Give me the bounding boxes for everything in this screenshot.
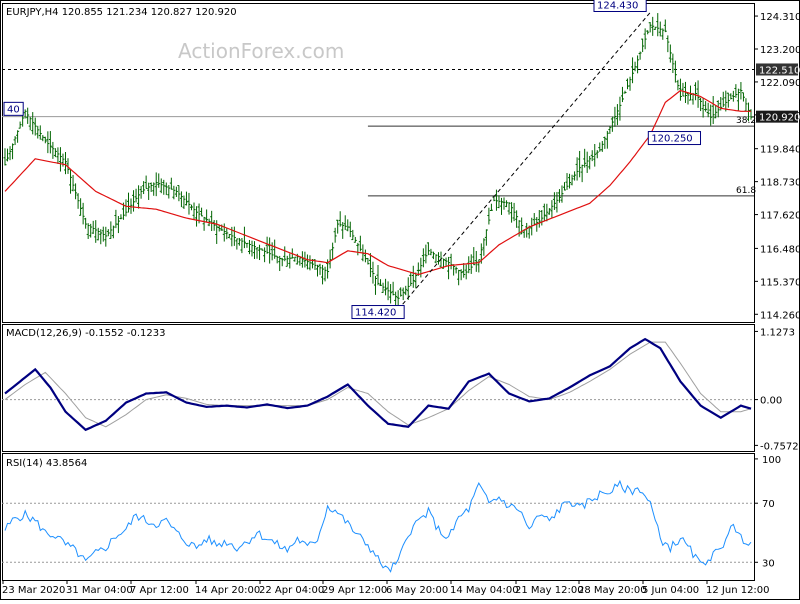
price-tick-label: 114.260: [760, 310, 800, 321]
x-tick-label: 22 Apr 04:00: [259, 585, 324, 596]
price-tick-label: 123.200: [760, 45, 800, 56]
x-tick-label: 28 May 20:00: [578, 585, 647, 596]
x-tick-label: 21 May 12:00: [515, 585, 584, 596]
x-tick-label: 6 May 20:00: [386, 585, 448, 596]
x-tick-label: 5 Jun 04:00: [642, 585, 699, 596]
fib-label: 38.2: [736, 116, 756, 126]
price-annotation-box: [351, 305, 405, 320]
price-panel-header: EURJPY,H4 120.855 121.234 120.827 120.92…: [6, 7, 237, 18]
level-tag-bg: [756, 63, 798, 76]
x-tick-label: 31 Mar 04:00: [66, 585, 133, 596]
rsi-line: [4, 479, 752, 573]
x-tick-label: 23 Mar 2020: [2, 585, 65, 596]
panel-frame-1: [2, 324, 755, 452]
current-price-tag-bg: [756, 110, 798, 123]
current-price-tag-label: 120.920: [759, 113, 800, 124]
price-annotation-label: 120.250: [651, 134, 692, 145]
price-tick-label: 124.310: [760, 12, 800, 23]
x-tick-label: 29 Apr 12:00: [322, 585, 387, 596]
macd-tick-label: 0.00: [760, 396, 782, 407]
x-tick-label: 12 Jun 12:00: [706, 585, 770, 596]
panel-frame-2: [2, 453, 755, 581]
watermark: ActionForex.com: [178, 39, 344, 63]
macd-line: [4, 337, 752, 432]
price-annotation-label: 40: [7, 104, 20, 115]
panel-frame-0: [2, 3, 755, 323]
price-annotation-box: [647, 131, 702, 146]
x-tick-label: 14 May 04:00: [450, 585, 519, 596]
fib-label: 61.8: [736, 186, 756, 196]
sma-line: [4, 89, 751, 276]
price-tick-label: 122.090: [760, 78, 800, 89]
price-annotation-label: 114.420: [355, 308, 396, 319]
price-tick-label: 118.730: [760, 178, 800, 189]
x-tick-label: 7 Apr 12:00: [130, 585, 189, 596]
macd-tick-label: 1.1273: [760, 327, 795, 338]
price-tick-label: 116.480: [760, 244, 800, 255]
price-annotation-box: [593, 0, 647, 12]
price-annotation-box: [3, 101, 24, 116]
price-annotation-label: 124.430: [597, 0, 638, 11]
rsi-tick-label: 70: [762, 499, 775, 510]
macd-panel-header: MACD(12,26,9) -0.1552 -0.1233: [6, 328, 166, 339]
macd-signal-line: [4, 341, 752, 428]
rsi-tick-label: 30: [762, 558, 775, 569]
price-tick-label: 119.840: [760, 145, 800, 156]
price-tick-label: 117.620: [760, 211, 800, 222]
price-tick-label: 115.370: [760, 277, 800, 288]
x-tick-label: 14 Apr 20:00: [195, 585, 260, 596]
rsi-panel-header: RSI(14) 43.8564: [6, 458, 87, 469]
price-bars: [3, 13, 753, 308]
level-tag-label: 122.510: [759, 65, 800, 76]
rsi-tick-label: 100: [762, 455, 781, 466]
trendline: [397, 12, 651, 310]
macd-tick-label: -0.7572: [760, 441, 799, 452]
